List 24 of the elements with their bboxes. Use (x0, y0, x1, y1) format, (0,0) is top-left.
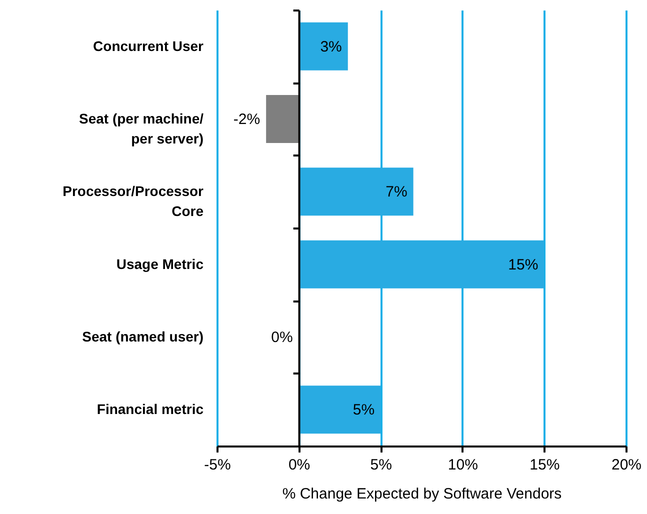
bar (298, 168, 414, 216)
x-tick-label: 5% (370, 456, 392, 474)
y-tick-label: Usage Metric (116, 256, 204, 272)
x-tick-label: 0% (288, 456, 310, 474)
y-tick-label: Financial metric (96, 401, 204, 418)
y-tick-label: Concurrent User (93, 38, 204, 54)
data-label: -2% (233, 111, 260, 128)
bar (298, 22, 348, 70)
bar (298, 240, 544, 288)
x-tick-label: -5% (204, 456, 231, 474)
data-label: 5% (352, 402, 375, 419)
x-tick-label: 15% (530, 456, 560, 474)
bar (266, 95, 299, 143)
data-label: 7% (386, 184, 408, 201)
x-axis-title: % Change Expected by Software Vendors (282, 486, 562, 502)
data-label: 3% (320, 38, 342, 56)
x-tick-label: 20% (611, 456, 642, 474)
y-tick-label: Seat (per machine/ per server) (79, 110, 204, 146)
y-tick-label: Processor/Processor Core (62, 183, 204, 220)
data-label: 0% (271, 329, 293, 346)
x-tick-label: 10% (448, 456, 478, 474)
data-label: 15% (508, 256, 538, 274)
y-tick-label: Seat (named user) (82, 328, 204, 344)
bar (298, 386, 381, 434)
